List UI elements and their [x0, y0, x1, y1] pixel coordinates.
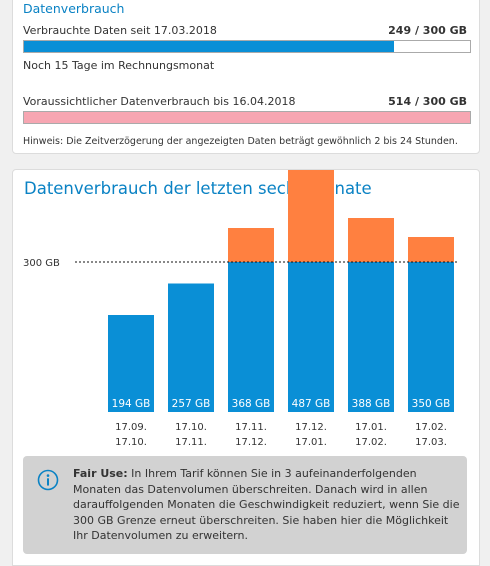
bar-over-limit [288, 170, 334, 262]
fair-use-title: Fair Use: [73, 467, 128, 480]
days-remaining: Noch 15 Tage im Rechnungsmonat [23, 59, 214, 72]
bar-within-limit [168, 284, 214, 413]
bar-value-label: 350 GB [412, 398, 451, 410]
period-end-label: 17.12. [235, 437, 267, 448]
bar-within-limit [348, 262, 394, 412]
period-start-label: 17.12. [295, 422, 327, 433]
bar-within-limit [408, 262, 454, 412]
period-start-label: 17.09. [115, 422, 147, 433]
forecast-label: Voraussichtlicher Datenverbrauch bis 16.… [23, 95, 295, 108]
used-data-label: Verbrauchte Daten seit 17.03.2018 [23, 24, 217, 37]
bar-within-limit [288, 262, 334, 412]
bar-within-limit [228, 262, 274, 412]
used-data-bar [23, 40, 471, 53]
period-start-label: 17.11. [235, 422, 267, 433]
bar-over-limit [228, 228, 274, 262]
bar-value-label: 368 GB [232, 398, 271, 410]
delay-hint: Hinweis: Die Zeitverzögerung der angezei… [23, 136, 458, 147]
forecast-value: 514 / 300 GB [388, 95, 467, 108]
used-data-bar-fill [24, 41, 394, 52]
period-start-label: 17.10. [175, 422, 207, 433]
period-end-label: 17.10. [115, 437, 147, 448]
bar-value-label: 194 GB [112, 398, 151, 410]
fair-use-body: In Ihrem Tarif können Sie in 3 aufeinand… [73, 467, 460, 542]
period-end-label: 17.02. [355, 437, 387, 448]
bar-value-label: 257 GB [172, 398, 211, 410]
bar-value-label: 487 GB [292, 398, 331, 410]
forecast-bar [23, 111, 471, 124]
period-start-label: 17.02. [415, 422, 447, 433]
bar-over-limit [408, 237, 454, 262]
period-end-label: 17.03. [415, 437, 447, 448]
used-data-value: 249 / 300 GB [388, 24, 467, 37]
usage-title: Datenverbrauch [23, 1, 124, 16]
usage-history-chart: 194 GB 17.09. 17.10. 257 GB 17.10. 17.11. 368 … [13, 170, 479, 450]
bar-over-limit [348, 218, 394, 262]
forecast-bar-fill [24, 112, 470, 123]
period-start-label: 17.01. [355, 422, 387, 433]
period-end-label: 17.01. [295, 437, 327, 448]
info-icon [37, 469, 59, 491]
bar-value-label: 388 GB [352, 398, 391, 410]
fair-use-text: Fair Use: In Ihrem Tarif können Sie in 3… [73, 466, 461, 544]
usage-card: Datenverbrauch Verbrauchte Daten seit 17… [12, 0, 480, 154]
limit-label: 300 GB [23, 258, 60, 269]
fair-use-notice: Fair Use: In Ihrem Tarif können Sie in 3… [23, 456, 467, 554]
period-end-label: 17.11. [175, 437, 207, 448]
history-card: Datenverbrauch der letzten sechs Monate … [12, 169, 480, 566]
